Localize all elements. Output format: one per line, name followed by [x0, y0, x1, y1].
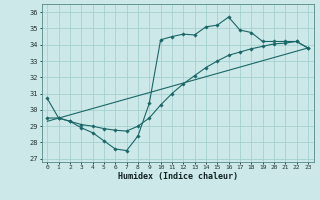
X-axis label: Humidex (Indice chaleur): Humidex (Indice chaleur)	[118, 172, 237, 181]
